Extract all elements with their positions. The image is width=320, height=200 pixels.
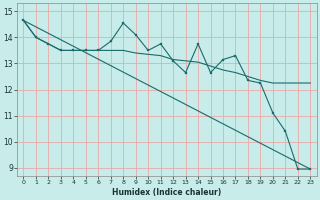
X-axis label: Humidex (Indice chaleur): Humidex (Indice chaleur)	[112, 188, 221, 197]
